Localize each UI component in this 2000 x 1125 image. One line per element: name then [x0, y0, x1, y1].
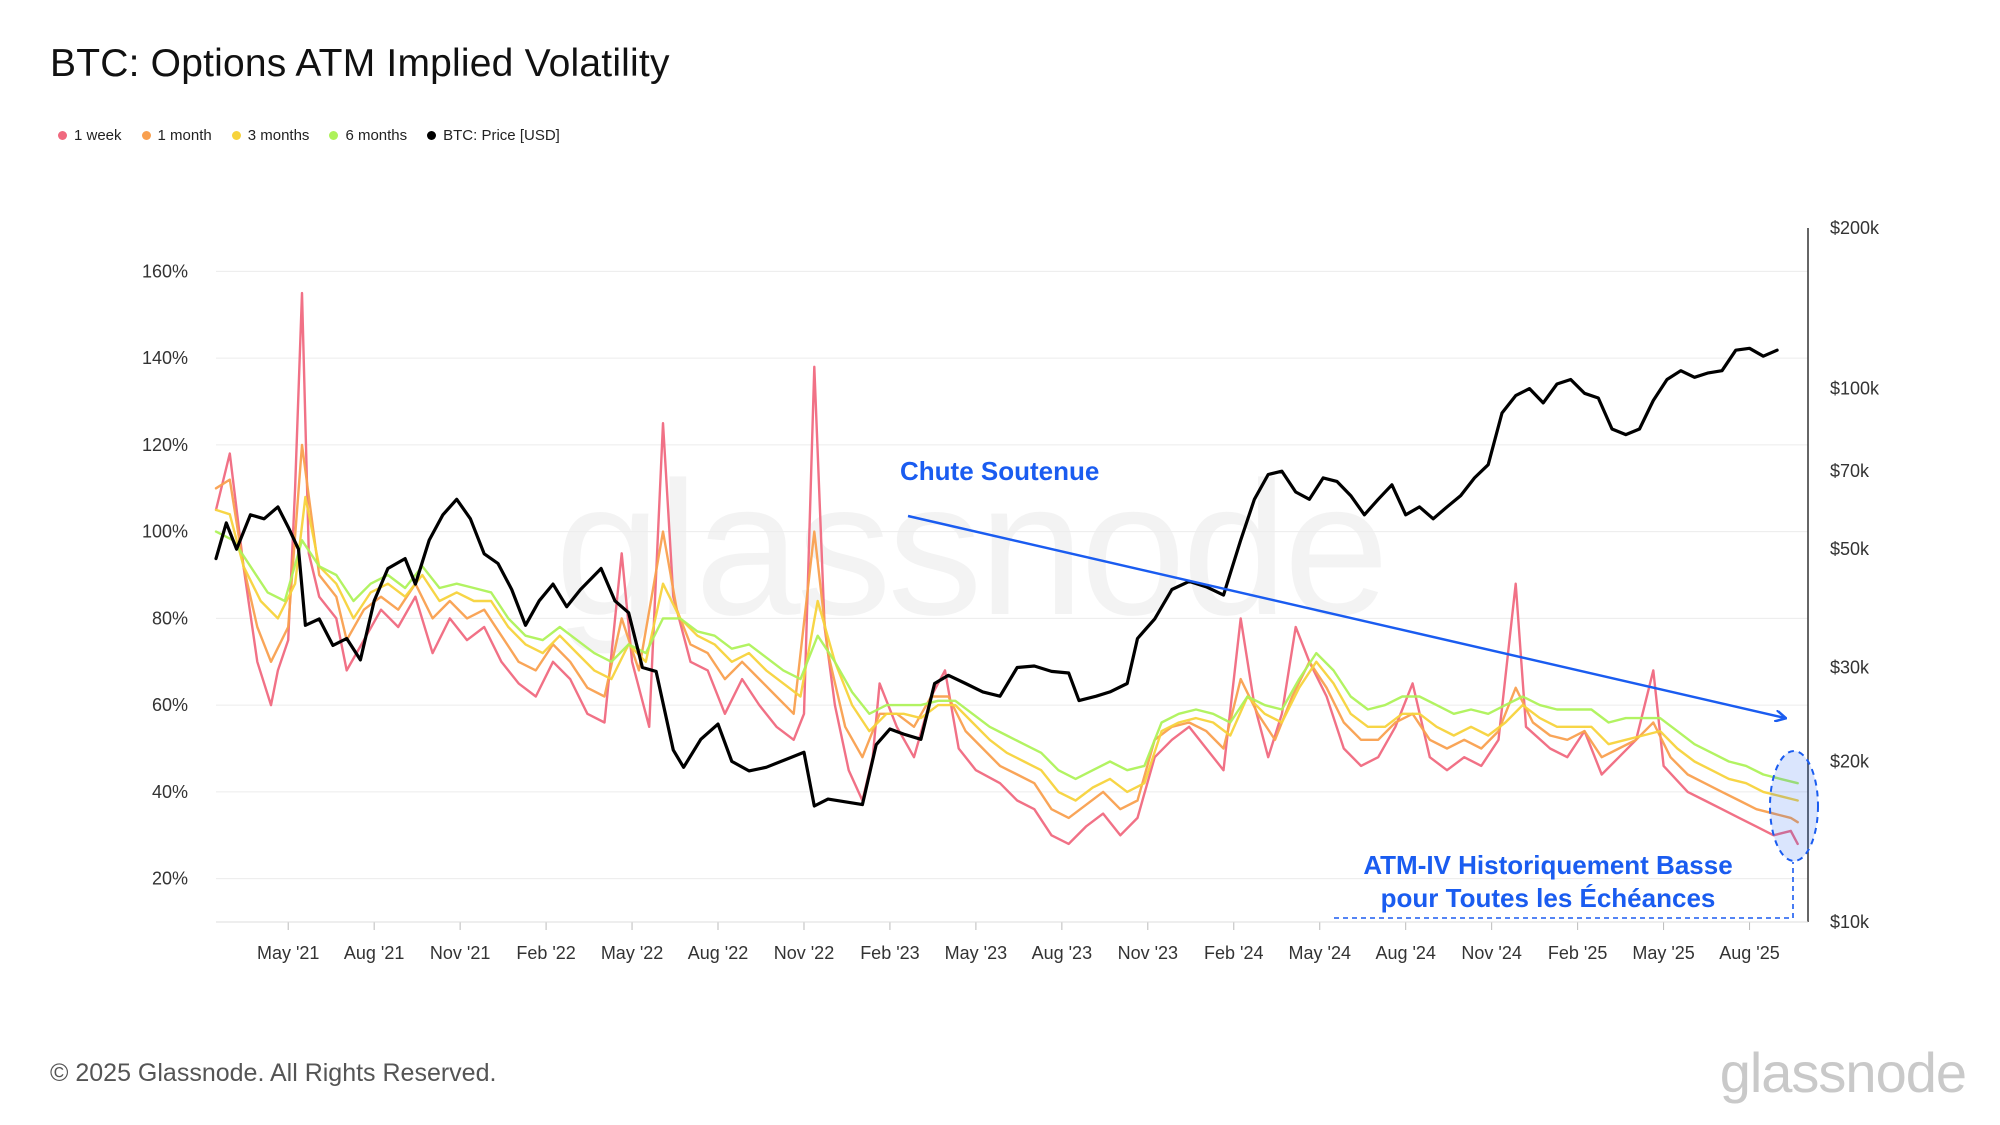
legend-label-btc-price: BTC: Price [USD] [443, 127, 560, 144]
x-axis: May '21 Aug '21 Nov '21 Feb '22 May '22 Aug '… [257, 922, 1780, 963]
legend-item-1-week[interactable]: 1 week [58, 127, 122, 144]
legend-dot-6-months [329, 131, 339, 140]
copyright-footer: © 2025 Glassnode. All Rights Reserved. [50, 1059, 497, 1087]
legend-dot-1-month [141, 131, 151, 140]
legend-label-1-week: 1 week [74, 127, 122, 144]
legend-item-3-months[interactable]: 3 months [231, 127, 310, 144]
legend-label-1-month: 1 month [157, 127, 212, 144]
right-tick-label: $70k [1830, 461, 1870, 481]
right-tick-label: $200k [1830, 218, 1880, 238]
low-iv-bracket [1334, 862, 1794, 919]
x-tick-label: Feb '23 [860, 943, 919, 963]
left-axis: 20% 40% 60% 80% 100% 120% 140% 160% [142, 261, 188, 888]
x-tick-label: Nov '24 [1461, 943, 1521, 963]
x-tick-label: Feb '25 [1548, 943, 1607, 963]
legend-dot-1-week [58, 131, 67, 140]
x-tick-label: May '25 [1632, 943, 1694, 963]
series-lines [214, 291, 1799, 846]
legend-dot-btc-price [427, 131, 437, 140]
trend-label: Chute Soutenue [900, 456, 1099, 486]
low-iv-label-line2: pour Toutes les Échéances [1381, 883, 1716, 913]
x-tick-label: Aug '21 [344, 943, 405, 963]
x-tick-label: May '21 [257, 943, 319, 963]
x-tick-label: May '24 [1289, 943, 1351, 963]
left-tick-label: 80% [152, 608, 188, 628]
right-tick-label: $50k [1830, 539, 1870, 559]
gridlines [216, 270, 1808, 880]
legend-label-3-months: 3 months [247, 127, 310, 144]
legend-dot-3-months [231, 131, 241, 140]
left-tick-label: 160% [142, 261, 188, 281]
low-iv-label-line1: ATM-IV Historiquement Basse [1363, 850, 1732, 880]
legend-item-1-month[interactable]: 1 month [141, 127, 212, 144]
legend-item-6-months[interactable]: 6 months [329, 127, 407, 144]
brand-logo: glassnode [1719, 1041, 1967, 1104]
x-tick-label: Aug '22 [688, 943, 749, 963]
legend-item-btc-price[interactable]: BTC: Price [USD] [427, 127, 560, 144]
low-iv-highlight [1769, 750, 1819, 862]
x-tick-label: May '23 [945, 943, 1007, 963]
x-tick-label: Feb '22 [516, 943, 575, 963]
series-line-1-month [214, 443, 1799, 824]
right-tick-label: $20k [1830, 751, 1870, 771]
left-tick-label: 20% [152, 869, 188, 889]
left-tick-label: 40% [152, 782, 188, 802]
series-line-3-months [214, 495, 1799, 802]
x-tick-label: Nov '22 [774, 943, 834, 963]
left-tick-label: 140% [142, 348, 188, 368]
x-tick-label: Feb '24 [1204, 943, 1263, 963]
x-tick-label: Nov '21 [430, 943, 490, 963]
right-tick-label: $10k [1830, 912, 1870, 932]
x-tick-label: Nov '23 [1118, 943, 1178, 963]
x-tick-label: May '22 [601, 943, 663, 963]
legend-label-6-months: 6 months [345, 127, 408, 144]
right-axis: $10k $20k $30k $50k $70k $100k $200k [1830, 218, 1880, 932]
legend: 1 week 1 month 3 months 6 months BTC: Pr… [58, 127, 560, 144]
left-tick-label: 100% [142, 522, 188, 542]
series-line-6-months [214, 530, 1799, 785]
trend-arrow [907, 514, 1785, 718]
chart-title: BTC: Options ATM Implied Volatility [50, 42, 670, 85]
right-tick-label: $100k [1830, 379, 1880, 399]
series-line-btc-price-usd [214, 346, 1779, 808]
x-tick-label: Aug '23 [1032, 943, 1093, 963]
x-tick-label: Aug '25 [1719, 943, 1780, 963]
left-tick-label: 60% [152, 695, 188, 715]
right-tick-label: $30k [1830, 657, 1870, 677]
series-line-1-week [214, 291, 1799, 846]
left-tick-label: 120% [142, 435, 188, 455]
x-tick-label: Aug '24 [1375, 943, 1436, 963]
